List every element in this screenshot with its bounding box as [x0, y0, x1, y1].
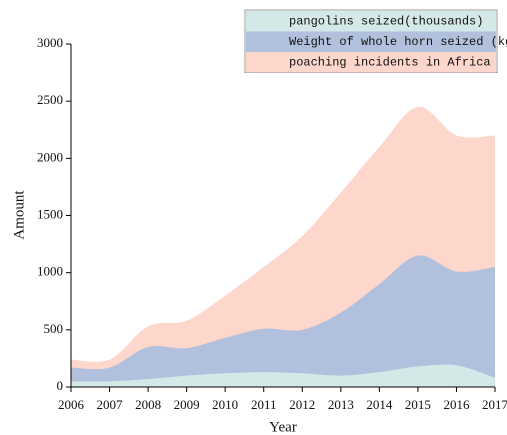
x-tick-label: 2015 — [405, 397, 431, 412]
legend-swatch — [246, 52, 496, 73]
x-tick-label: 2009 — [174, 397, 200, 412]
area — [71, 255, 495, 387]
x-tick-label: 2010 — [212, 397, 238, 412]
x-tick-label: 2011 — [251, 397, 277, 412]
legend-label: Weight of whole horn seized (kg) — [289, 35, 507, 49]
x-tick-label: 2012 — [289, 397, 315, 412]
legend-label: pangolins seized(thousands) — [289, 14, 483, 28]
legend: pangolins seized(thousands) Weight of who… — [244, 9, 507, 73]
x-tick-label: 2014 — [366, 397, 393, 412]
x-tick-label: 2013 — [328, 397, 354, 412]
y-tick-label: 3000 — [37, 35, 63, 50]
y-tick-label: 1500 — [37, 206, 63, 221]
x-axis-label: Year — [269, 419, 297, 435]
x-tick-label: 2016 — [443, 397, 470, 412]
y-axis-label: Amount — [11, 190, 27, 240]
x-tick-label: 2008 — [135, 397, 161, 412]
y-tick-label: 2500 — [37, 92, 63, 107]
y-tick-label: 500 — [44, 321, 64, 336]
legend-label: poaching incidents in Africa — [289, 55, 491, 69]
y-tick-label: 1000 — [37, 264, 63, 279]
legend-swatch — [246, 11, 496, 32]
x-tick-label: 2007 — [97, 397, 124, 412]
x-tick-label: 2017 — [482, 397, 507, 412]
area — [71, 364, 495, 387]
legend-swatch — [246, 31, 496, 52]
y-tick-label: 0 — [57, 378, 64, 393]
x-tick-label: 2006 — [58, 397, 85, 412]
y-tick-label: 2000 — [37, 149, 63, 164]
